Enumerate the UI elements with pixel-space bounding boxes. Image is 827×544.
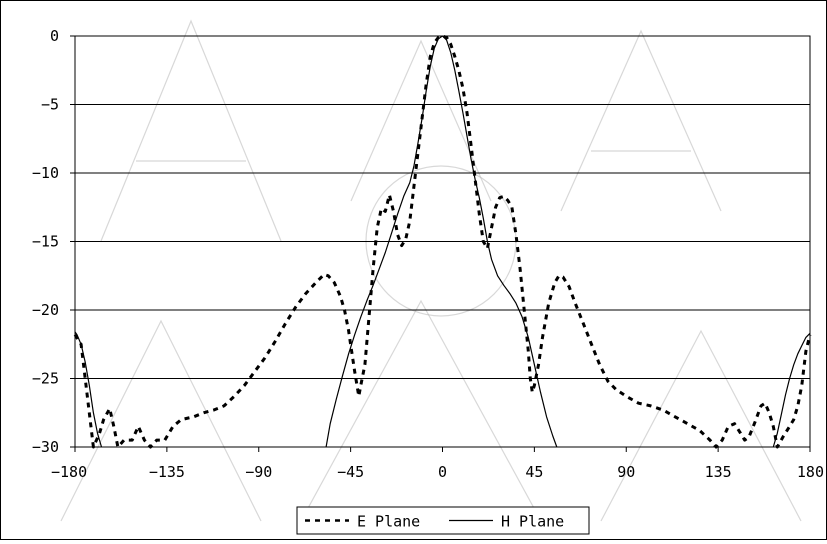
series-line-h-plane xyxy=(772,332,811,448)
y-tick-label: −15 xyxy=(32,233,59,251)
y-tick-label: −30 xyxy=(32,438,59,456)
y-tick-label: −20 xyxy=(32,301,59,319)
series-line-h-plane xyxy=(325,35,558,448)
watermark-stroke-3 xyxy=(60,319,262,522)
x-tick-label: 135 xyxy=(705,463,732,481)
x-tick-label: −45 xyxy=(337,463,364,481)
x-tick-label: −90 xyxy=(245,463,272,481)
y-axis-ticks: 0 −5 −10 −15 −20 −25 −30 xyxy=(32,27,75,456)
watermark-stroke-2 xyxy=(560,29,722,212)
watermark-stroke-5 xyxy=(600,329,802,522)
x-tick-label: −135 xyxy=(149,463,185,481)
watermark-stroke-4 xyxy=(300,299,542,522)
legend-box xyxy=(296,506,590,535)
series-line-h-plane xyxy=(74,331,103,448)
x-axis-ticks: −180 −135 −90 −45 0 45 90 135 180 xyxy=(51,447,824,481)
series-line-e-plane xyxy=(73,34,812,449)
legend-label: E Plane xyxy=(357,513,420,531)
y-tick-label: −25 xyxy=(32,370,59,388)
x-tick-label: −180 xyxy=(51,463,87,481)
x-tick-label: 45 xyxy=(525,463,543,481)
gridlines xyxy=(75,104,810,379)
watermark xyxy=(60,19,802,522)
watermark-stroke-0 xyxy=(100,19,282,242)
legend-label: H Plane xyxy=(501,513,564,531)
watermark-stroke-1 xyxy=(350,39,492,202)
y-tick-label: 0 xyxy=(50,27,59,45)
y-tick-label: −10 xyxy=(32,164,59,182)
series-layer xyxy=(73,34,812,449)
x-tick-label: 90 xyxy=(617,463,635,481)
x-tick-label: 0 xyxy=(438,463,447,481)
y-tick-label: −5 xyxy=(41,96,59,114)
legend: E Plane H Plane xyxy=(296,506,590,535)
x-tick-label: 180 xyxy=(797,463,824,481)
